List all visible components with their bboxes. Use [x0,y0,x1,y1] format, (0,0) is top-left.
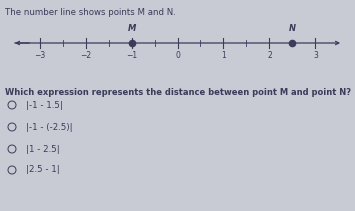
Text: 0: 0 [175,51,180,60]
Text: |-1 - (-2.5)|: |-1 - (-2.5)| [26,123,73,131]
Text: |1 - 2.5|: |1 - 2.5| [26,145,60,153]
Text: |2.5 - 1|: |2.5 - 1| [26,165,60,174]
Text: 3: 3 [313,51,318,60]
Text: N: N [289,24,296,33]
Text: −2: −2 [80,51,91,60]
Text: Which expression represents the distance between point M and point N?: Which expression represents the distance… [5,88,351,97]
Text: The number line shows points M and N.: The number line shows points M and N. [5,8,176,17]
Text: 1: 1 [221,51,226,60]
Text: −3: −3 [34,51,45,60]
Text: −1: −1 [126,51,137,60]
Text: |-1 - 1.5|: |-1 - 1.5| [26,100,63,110]
Text: M: M [127,24,136,33]
Text: 2: 2 [267,51,272,60]
